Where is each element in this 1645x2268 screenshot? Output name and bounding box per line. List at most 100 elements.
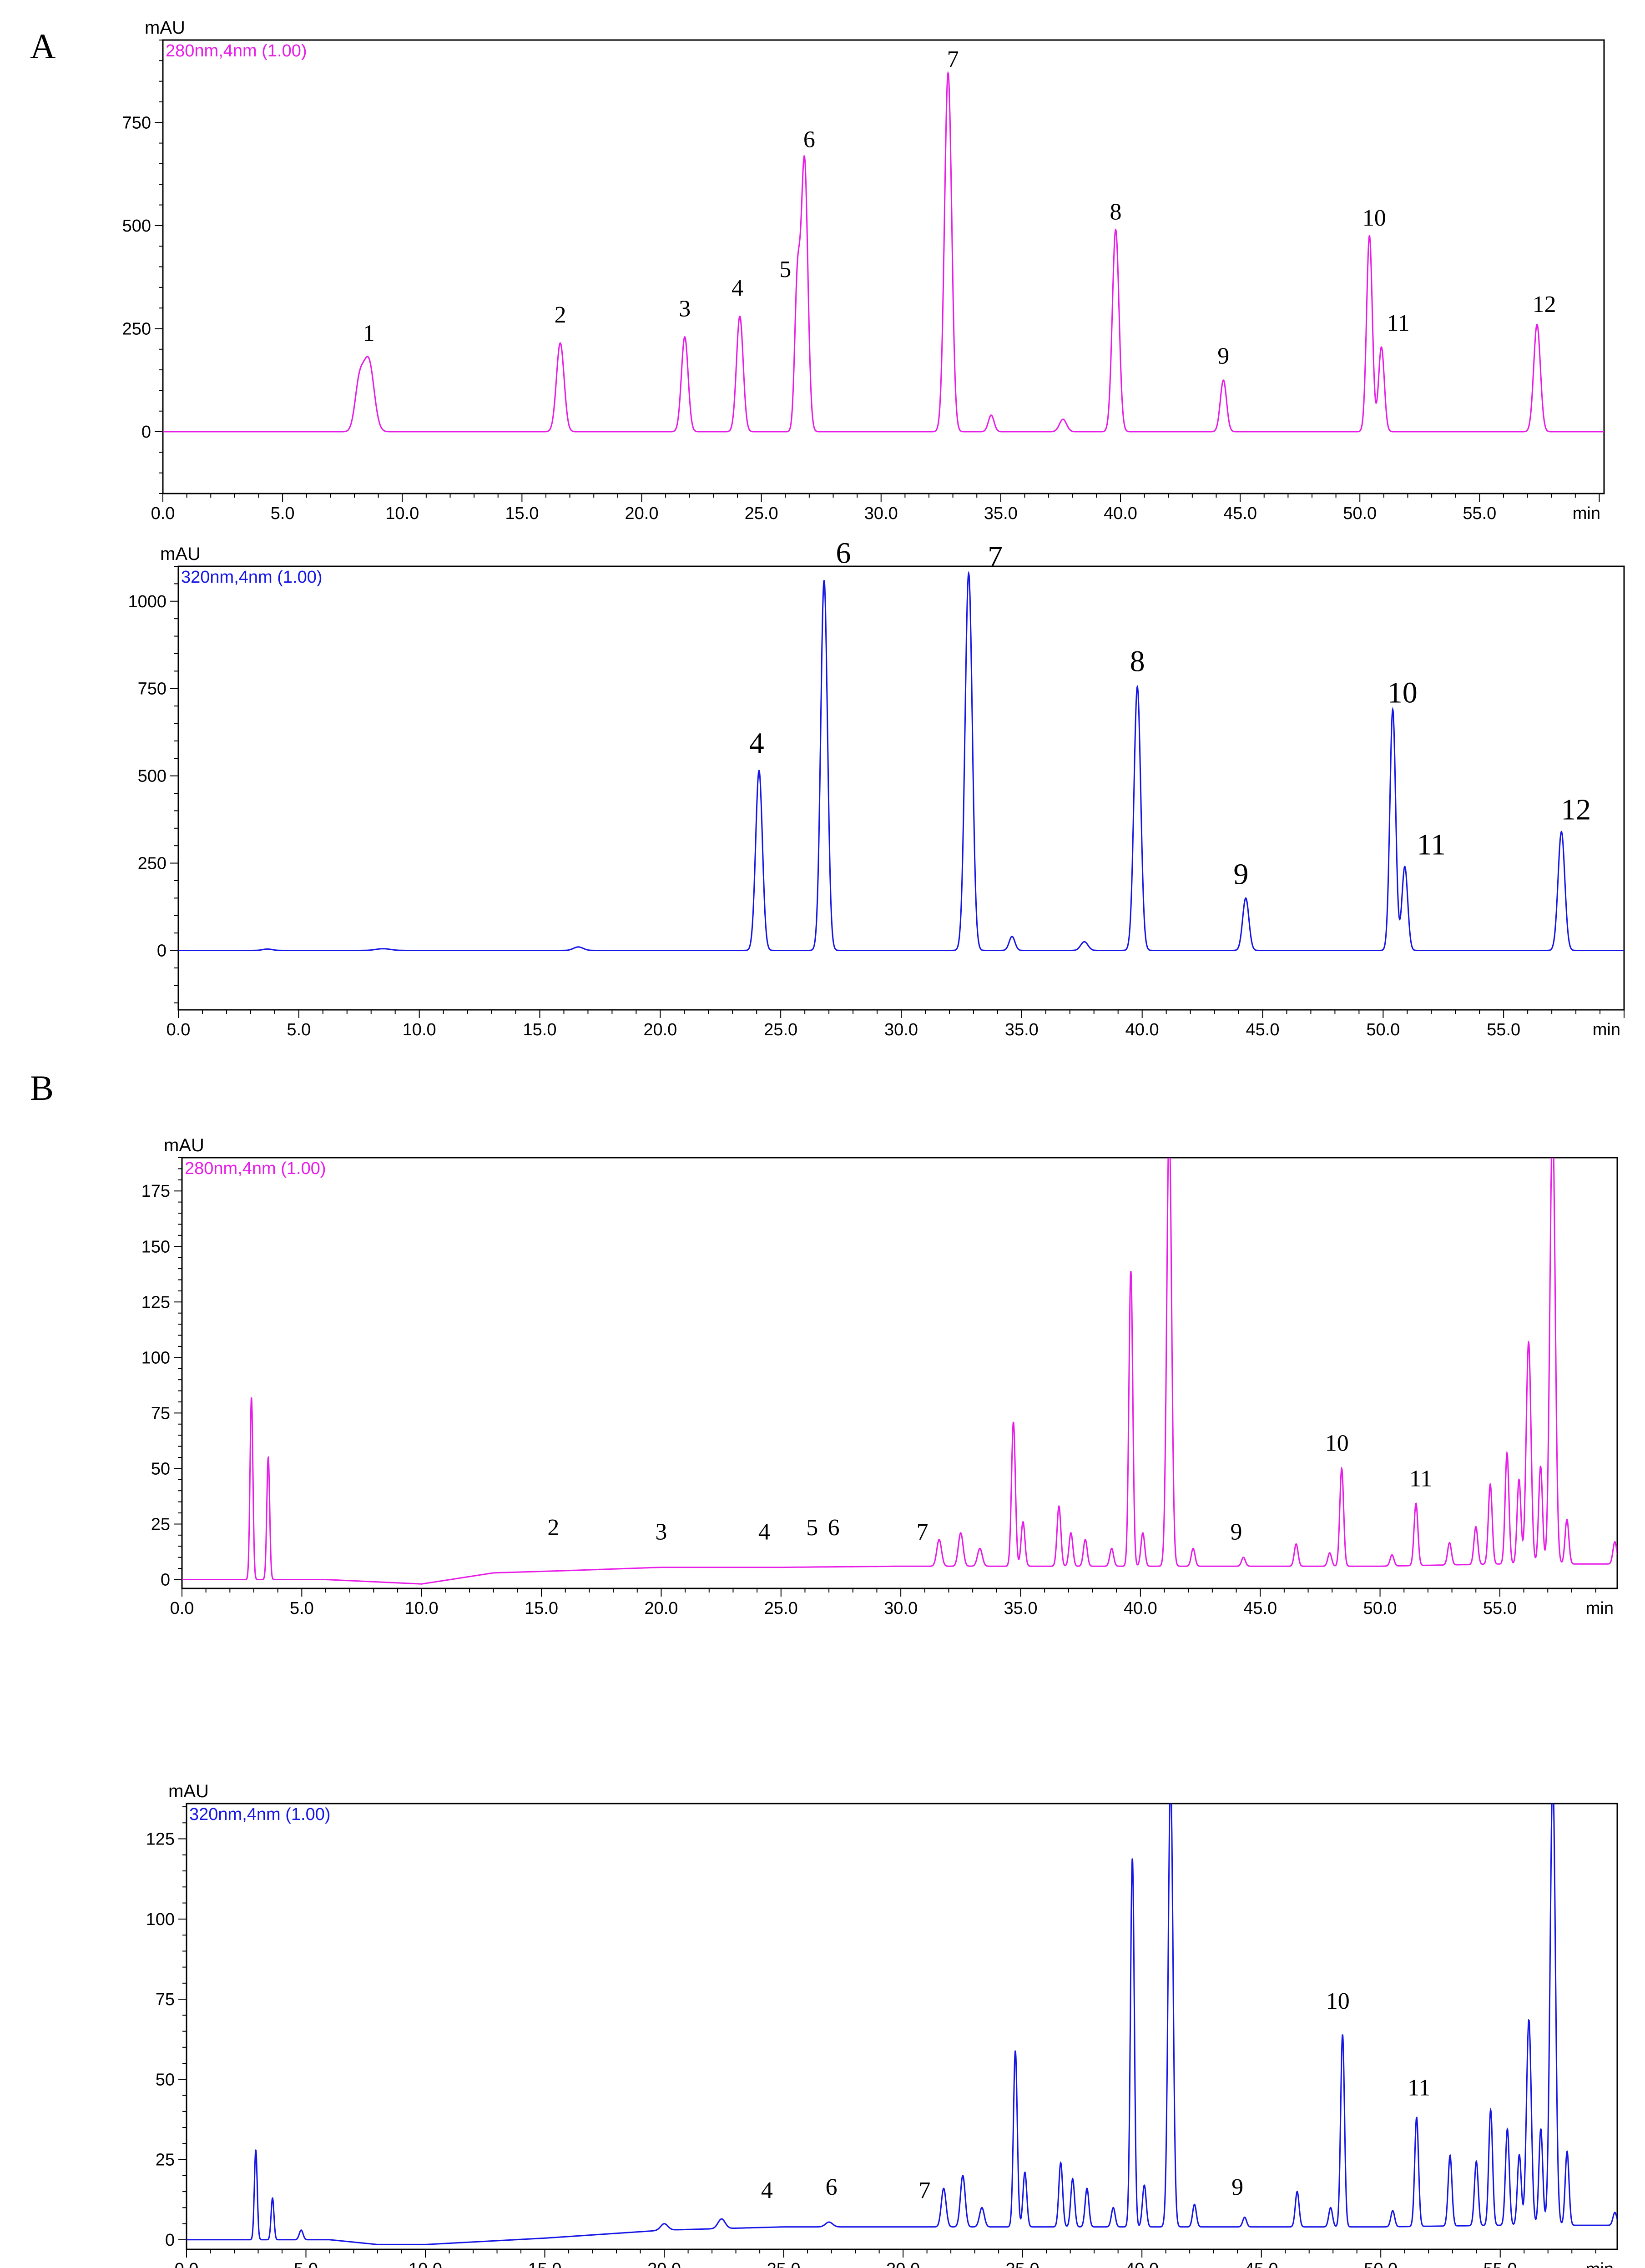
x-tick-label: 0.0 xyxy=(170,1599,194,1618)
peak-label: 10 xyxy=(1362,205,1386,231)
x-tick-label: 50.0 xyxy=(1366,1020,1400,1039)
x-tick-label: 55.0 xyxy=(1484,2260,1517,2268)
x-tick-label: 25.0 xyxy=(764,1020,797,1039)
x-tick-label: 25.0 xyxy=(745,504,778,523)
panel-label-a: A xyxy=(30,26,56,66)
peak-label: 11 xyxy=(1417,828,1446,861)
peak-label: 3 xyxy=(655,1519,667,1545)
y-tick-label: 75 xyxy=(156,1990,175,2009)
y-tick-label: 125 xyxy=(146,1830,175,1849)
x-tick-label: 15.0 xyxy=(523,1020,557,1039)
peak-label: 9 xyxy=(1233,858,1248,891)
x-tick-label: 5.0 xyxy=(271,504,295,523)
peak-label: 5 xyxy=(779,257,791,282)
x-tick-label: 5.0 xyxy=(290,1599,314,1618)
peak-label: 10 xyxy=(1388,676,1418,709)
peak-label: 4 xyxy=(749,727,764,760)
y-tick-label: 50 xyxy=(156,2070,175,2089)
channel-label: 280nm,4nm (1.00) xyxy=(185,1159,326,1178)
x-tick-label: 20.0 xyxy=(644,1599,678,1618)
chromatogram-trace xyxy=(178,570,1624,951)
peak-label: 7 xyxy=(947,46,959,72)
x-tick-label: 35.0 xyxy=(1005,1020,1039,1039)
x-axis-unit: min xyxy=(1586,2260,1614,2268)
peak-label: 9 xyxy=(1217,343,1229,369)
y-tick-label: 50 xyxy=(151,1459,170,1478)
peak-label: 8 xyxy=(1110,199,1121,225)
x-tick-label: 30.0 xyxy=(864,504,898,523)
y-tick-label: 1000 xyxy=(128,592,167,611)
x-tick-label: 0.0 xyxy=(167,1020,191,1039)
x-tick-label: 40.0 xyxy=(1104,504,1137,523)
y-tick-label: 25 xyxy=(151,1515,170,1534)
x-tick-label: 55.0 xyxy=(1487,1020,1520,1039)
x-tick-label: 20.0 xyxy=(643,1020,677,1039)
x-tick-label: 40.0 xyxy=(1125,2260,1159,2268)
panel-label-b: B xyxy=(30,1068,54,1108)
x-tick-label: 5.0 xyxy=(294,2260,318,2268)
y-tick-label: 100 xyxy=(146,1910,175,1929)
x-tick-label: 0.0 xyxy=(151,504,175,523)
x-tick-label: 25.0 xyxy=(764,1599,798,1618)
peak-label: 10 xyxy=(1326,1988,1350,2014)
peak-label: 5 xyxy=(806,1515,818,1541)
x-axis-unit: min xyxy=(1573,504,1600,523)
chromatogram-trace xyxy=(187,1804,1617,2245)
x-tick-label: 50.0 xyxy=(1364,2260,1398,2268)
chromatogram-a-320nm: mAU 320nm,4nm (1.00) 0.0 5.0 10.0 15.0 20.0 25.… xyxy=(128,536,1625,1039)
y-tick-label: 100 xyxy=(141,1348,170,1367)
peak-label: 11 xyxy=(1409,1466,1432,1492)
channel-label: 280nm,4nm (1.00) xyxy=(166,41,307,60)
peak-label: 12 xyxy=(1532,292,1556,318)
x-tick-label: 50.0 xyxy=(1363,1599,1397,1618)
y-axis-label: mAU xyxy=(145,18,185,38)
x-tick-label: 45.0 xyxy=(1245,2260,1278,2268)
x-tick-label: 10.0 xyxy=(405,1599,439,1618)
peak-label: 12 xyxy=(1561,793,1591,827)
peak-label: 11 xyxy=(1387,310,1409,336)
x-axis-unit: min xyxy=(1586,1599,1614,1618)
y-tick-label: 0 xyxy=(141,423,151,442)
y-tick-label: 175 xyxy=(141,1182,170,1201)
x-tick-label: 10.0 xyxy=(403,1020,436,1039)
y-tick-label: 125 xyxy=(141,1293,170,1312)
x-tick-label: 30.0 xyxy=(886,2260,920,2268)
peak-label: 8 xyxy=(1130,645,1145,678)
x-tick-label: 15.0 xyxy=(525,1599,558,1618)
x-tick-label: 45.0 xyxy=(1243,1599,1277,1618)
y-tick-label: 750 xyxy=(138,680,167,699)
x-tick-label: 25.0 xyxy=(767,2260,801,2268)
x-tick-label: 35.0 xyxy=(984,504,1018,523)
peak-label: 9 xyxy=(1231,1519,1242,1545)
x-tick-label: 45.0 xyxy=(1246,1020,1280,1039)
plot-frame xyxy=(186,1803,1618,2250)
y-axis-label: mAU xyxy=(168,1781,209,1801)
x-tick-label: 10.0 xyxy=(385,504,419,523)
peak-label: 7 xyxy=(918,2177,930,2203)
chromatogram-a-280nm: mAU 280nm,4nm (1.00) 0.0 5.0 10.0 15.0 20.0 25.… xyxy=(122,18,1605,523)
y-tick-label: 250 xyxy=(122,319,151,338)
y-tick-label: 250 xyxy=(138,854,167,873)
plot-frame xyxy=(181,1157,1618,1589)
peak-label: 7 xyxy=(917,1519,928,1545)
x-tick-label: 40.0 xyxy=(1125,1020,1159,1039)
y-tick-label: 0 xyxy=(161,1570,170,1589)
channel-label: 320nm,4nm (1.00) xyxy=(189,1805,331,1824)
peak-label: 4 xyxy=(761,2177,773,2203)
x-tick-label: 40.0 xyxy=(1124,1599,1157,1618)
peak-label: 2 xyxy=(555,302,566,328)
y-axis-label: mAU xyxy=(164,1135,204,1155)
peak-label: 6 xyxy=(826,2174,838,2200)
x-tick-label: 15.0 xyxy=(505,504,539,523)
peak-label: 10 xyxy=(1325,1430,1349,1456)
x-axis-unit: min xyxy=(1593,1020,1620,1039)
chromatogram-trace xyxy=(182,1158,1617,1585)
x-tick-label: 10.0 xyxy=(409,2260,442,2268)
peak-label: 9 xyxy=(1231,2174,1243,2200)
y-tick-label: 0 xyxy=(157,941,167,960)
x-tick-label: 20.0 xyxy=(647,2260,681,2268)
peak-label: 7 xyxy=(988,540,1003,573)
y-tick-label: 750 xyxy=(122,113,151,132)
